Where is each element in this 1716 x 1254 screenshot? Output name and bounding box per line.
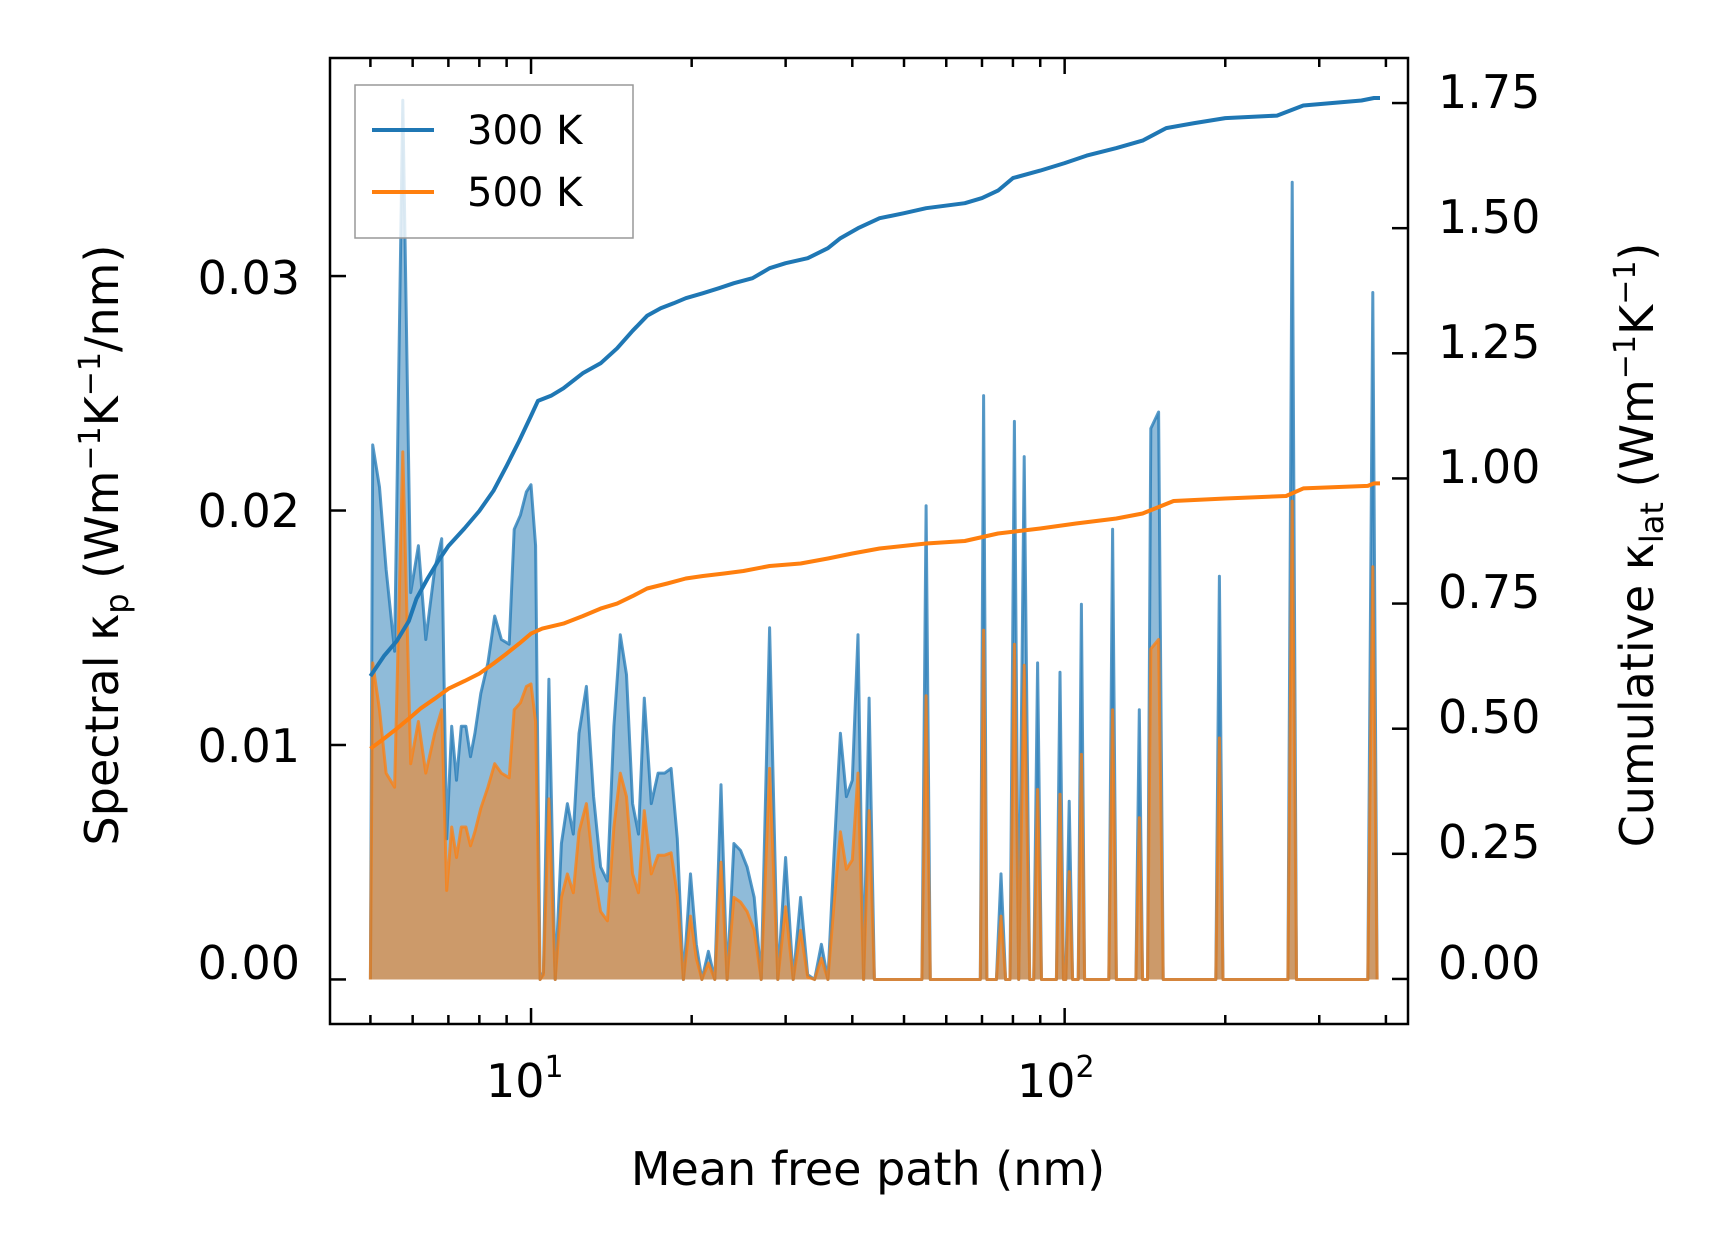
y-right-tick-label: 1.00: [1438, 440, 1540, 494]
y-right-tick-label: 1.25: [1438, 315, 1540, 369]
y-right-tick-label: 1.50: [1438, 190, 1540, 244]
spectral-fill-300k: [370, 100, 1378, 980]
x-tick-label: 102: [1017, 1050, 1095, 1108]
cumulative-line-500k: [369, 481, 1380, 751]
y-left-tick-label: 0.01: [198, 719, 300, 773]
legend-box: [354, 84, 634, 239]
spectral-line-500k: [368, 450, 1379, 981]
y-right-tick-label: 1.75: [1438, 65, 1540, 119]
cumulative-line-300k: [368, 96, 1380, 678]
y-right-tick-label: 0.00: [1438, 936, 1540, 990]
plot-frame: [328, 56, 1410, 1026]
y-right-tick-label: 0.75: [1438, 565, 1540, 619]
spectral-fill-500k: [370, 451, 1378, 980]
legend: 300 K 500 K: [354, 84, 634, 239]
legend-label-300k: 300 K: [467, 108, 584, 154]
y-right-tick-label: 0.50: [1438, 690, 1540, 744]
legend-label-500k: 500 K: [467, 170, 584, 216]
spectral-lines: [368, 98, 1379, 981]
y-right-axis-label: Cumulative κlat (Wm−1K−1): [1608, 243, 1671, 848]
y-left-tick-label: 0.00: [198, 936, 300, 990]
cumulative-lines: [368, 96, 1380, 751]
y-right-tick-label: 0.25: [1438, 815, 1540, 869]
y-left-tick-label: 0.03: [198, 251, 300, 305]
y-left-axis-label: Spectral κp (Wm−1K−1/nm): [73, 245, 136, 846]
x-tick-label: 101: [486, 1050, 564, 1108]
axis-ticks: [330, 58, 1408, 1024]
y-left-tick-label: 0.02: [198, 484, 300, 538]
spectral-fills: [370, 100, 1378, 980]
x-axis-label: Mean free path (nm): [631, 1142, 1105, 1196]
